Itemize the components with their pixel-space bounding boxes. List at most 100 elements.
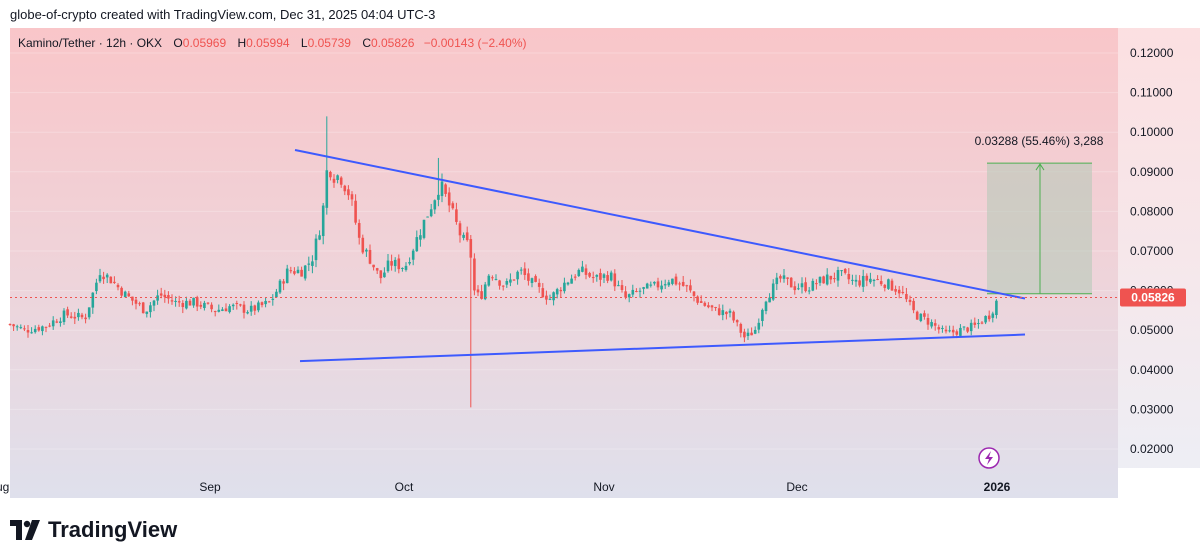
tradingview-logo[interactable]: TradingView <box>10 516 177 544</box>
candle-body <box>390 261 393 266</box>
candle-body <box>746 332 750 337</box>
candle-body <box>537 282 541 287</box>
candle-body <box>267 301 271 303</box>
candle-body <box>383 272 386 278</box>
candle-body <box>937 327 941 330</box>
candle-body <box>725 311 728 315</box>
candle-body <box>793 286 797 291</box>
candle-body <box>966 327 969 332</box>
candle-body <box>509 279 512 283</box>
candle-body <box>109 276 113 284</box>
candle-body <box>627 294 631 298</box>
trendlines[interactable] <box>294 149 1026 363</box>
candle-body <box>33 328 37 333</box>
candle-body <box>365 249 368 252</box>
candle-body <box>779 276 782 279</box>
candle-body <box>15 326 19 328</box>
candle-body <box>764 301 768 312</box>
candle-body <box>955 331 959 335</box>
candle-body <box>462 234 465 238</box>
candle-body <box>131 296 134 301</box>
candle-body <box>926 317 930 325</box>
candle-body <box>789 277 793 288</box>
candle-body <box>134 299 138 304</box>
candle-body <box>552 292 555 301</box>
candle-body <box>995 300 998 316</box>
price-range-measure[interactable]: 0.03288 (55.46%) 3,288 <box>975 134 1104 295</box>
candle-body <box>941 327 944 329</box>
candle-body <box>469 239 473 258</box>
candle-body <box>620 285 624 291</box>
candle-body <box>221 309 224 311</box>
candle-body <box>264 300 267 305</box>
candle-body <box>987 315 991 320</box>
price-chart[interactable]: Kamino/Tether · 12h · OKX O0.05969 H0.05… <box>0 28 1200 498</box>
candle-body <box>804 282 807 292</box>
price-tick-label: 0.03000 <box>1130 402 1174 416</box>
candle-body <box>689 285 692 291</box>
candle-body <box>203 302 206 309</box>
candle-body <box>800 283 804 288</box>
candle-body <box>80 314 84 318</box>
candle-body <box>404 265 408 270</box>
candle-body <box>836 270 840 281</box>
candle-body <box>617 285 620 287</box>
price-tick-label: 0.11000 <box>1130 86 1173 100</box>
candle-body <box>411 250 415 260</box>
candle-body <box>30 332 33 334</box>
candle-body <box>239 304 242 306</box>
candle-body <box>980 322 984 324</box>
candle-body <box>429 209 433 217</box>
candle-body <box>159 293 163 296</box>
candle-body <box>271 298 275 300</box>
measure-label: 0.03288 (55.46%) 3,288 <box>975 134 1104 148</box>
time-tick-label: Dec <box>786 480 807 494</box>
candle-body <box>188 300 192 306</box>
candle-body <box>807 290 811 292</box>
lightning-icon[interactable] <box>978 447 1000 469</box>
candle-body <box>303 265 307 279</box>
candle-body <box>897 289 901 294</box>
legend-close-label: C <box>362 36 371 50</box>
candle-body <box>213 311 217 313</box>
candle-body <box>962 326 966 328</box>
candle-body <box>246 312 249 314</box>
time-tick-label: Oct <box>395 480 414 494</box>
candle-body <box>750 332 753 336</box>
candle-body <box>523 268 527 276</box>
candle-body <box>710 305 714 308</box>
candle-body <box>127 293 131 297</box>
candle-body <box>797 288 800 290</box>
candle-body <box>876 279 879 281</box>
candle-body <box>84 317 87 320</box>
candle-body <box>285 268 289 284</box>
candle-body <box>98 275 102 282</box>
candle-body <box>217 309 221 312</box>
last-price-badge <box>1120 288 1186 307</box>
candle-body <box>415 237 419 252</box>
candle-body <box>768 297 771 303</box>
time-axis-ticks: ug Sep Oct Nov Dec 2026 <box>0 480 1011 494</box>
candle-body <box>26 330 30 333</box>
candle-body <box>451 203 455 209</box>
candle-body <box>951 329 955 333</box>
candle-body <box>728 310 732 313</box>
candle-body <box>487 275 491 286</box>
candle-body <box>325 170 329 208</box>
candle-body <box>120 287 123 296</box>
candle-body <box>534 276 537 282</box>
candle-body <box>930 322 933 327</box>
candle-body <box>613 273 617 287</box>
candle-body <box>465 232 469 241</box>
candle-body <box>73 316 77 319</box>
candle-body <box>714 307 717 309</box>
candle-body <box>253 305 257 311</box>
candle-body <box>671 278 674 284</box>
candle-body <box>491 277 494 279</box>
candle-body <box>231 304 235 307</box>
candle-body <box>969 322 973 332</box>
candle-body <box>818 276 822 283</box>
candle-body <box>419 235 422 240</box>
candle-body <box>386 260 390 272</box>
candle-body <box>933 323 937 326</box>
